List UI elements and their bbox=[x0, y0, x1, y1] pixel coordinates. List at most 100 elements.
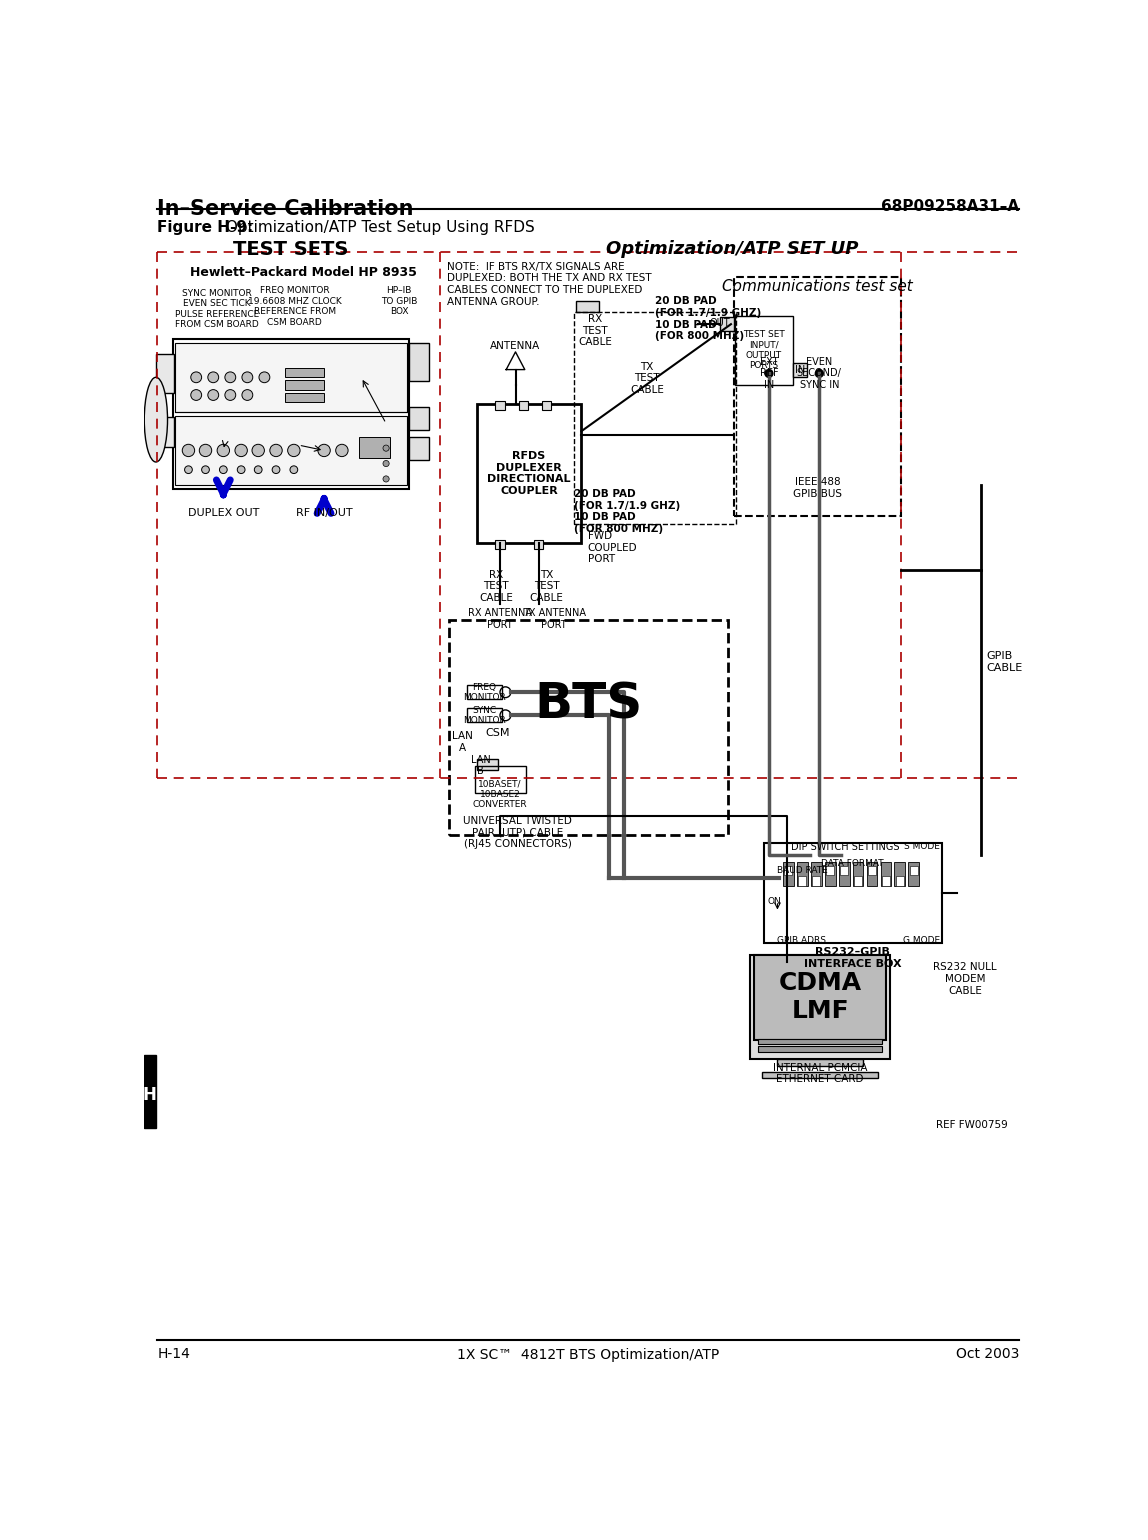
Bar bbox=[793, 363, 807, 377]
Circle shape bbox=[217, 444, 230, 456]
Text: Communications test set: Communications test set bbox=[722, 279, 913, 294]
Text: TEST SETS: TEST SETS bbox=[233, 240, 349, 259]
Circle shape bbox=[290, 465, 297, 473]
Bar bbox=[734, 277, 901, 516]
Text: SYNC MONITOR
EVEN SEC TICK
PULSE REFERENCE
FROM CSM BOARD: SYNC MONITOR EVEN SEC TICK PULSE REFEREN… bbox=[174, 290, 259, 330]
Circle shape bbox=[242, 371, 253, 382]
Text: IEEE 488
GPIB BUS: IEEE 488 GPIB BUS bbox=[793, 477, 843, 499]
Circle shape bbox=[208, 371, 218, 382]
Text: FREQ
MONITOR: FREQ MONITOR bbox=[463, 682, 506, 702]
Circle shape bbox=[815, 368, 824, 377]
Circle shape bbox=[238, 465, 245, 473]
Text: Oct 2003: Oct 2003 bbox=[956, 1348, 1019, 1361]
Text: 10BASET/
10BASE2
CONVERTER: 10BASET/ 10BASE2 CONVERTER bbox=[473, 779, 527, 808]
Bar bbox=[867, 862, 877, 885]
Text: IN: IN bbox=[794, 365, 805, 374]
Text: RS232–GPIB
INTERFACE BOX: RS232–GPIB INTERFACE BOX bbox=[804, 947, 901, 969]
Bar bbox=[495, 539, 505, 548]
Bar bbox=[156, 417, 173, 447]
Bar bbox=[868, 865, 876, 875]
Circle shape bbox=[191, 371, 202, 382]
Circle shape bbox=[183, 444, 195, 456]
Bar bbox=[824, 862, 836, 885]
Text: 68P09258A31–A: 68P09258A31–A bbox=[882, 199, 1019, 214]
Text: RX
TEST
CABLE: RX TEST CABLE bbox=[479, 570, 513, 604]
Text: HP–IB
TO GPIB
BOX: HP–IB TO GPIB BOX bbox=[381, 286, 418, 316]
Circle shape bbox=[272, 465, 280, 473]
Bar bbox=[476, 759, 498, 770]
Text: H-14: H-14 bbox=[157, 1348, 191, 1361]
Circle shape bbox=[225, 390, 235, 400]
Bar bbox=[853, 862, 863, 885]
Text: EXT
REF
IN: EXT REF IN bbox=[760, 356, 778, 390]
Bar bbox=[910, 865, 917, 875]
Text: TEST SET
INPUT/
OUTPUT
PORTS: TEST SET INPUT/ OUTPUT PORTS bbox=[743, 330, 785, 371]
Text: G MODE: G MODE bbox=[903, 935, 940, 944]
Bar bbox=[467, 685, 502, 699]
Text: ANTENNA: ANTENNA bbox=[490, 340, 541, 351]
Bar bbox=[475, 765, 526, 793]
Bar bbox=[813, 876, 820, 885]
Text: BAUD RATE: BAUD RATE bbox=[777, 865, 828, 875]
Text: GPIB ADRS: GPIB ADRS bbox=[777, 935, 827, 944]
Bar bbox=[827, 865, 835, 875]
Text: TX
TEST
CABLE: TX TEST CABLE bbox=[630, 362, 665, 396]
Circle shape bbox=[219, 465, 227, 473]
Bar bbox=[908, 862, 920, 885]
Circle shape bbox=[318, 444, 331, 456]
Bar bbox=[854, 876, 862, 885]
Circle shape bbox=[383, 460, 389, 467]
Text: TX
TEST
CABLE: TX TEST CABLE bbox=[529, 570, 564, 604]
Bar bbox=[810, 862, 822, 885]
Bar bbox=[286, 368, 324, 377]
Bar bbox=[735, 316, 793, 385]
Bar bbox=[542, 400, 551, 410]
Text: INTERNAL PCMCIA
ETHERNET CARD: INTERNAL PCMCIA ETHERNET CARD bbox=[773, 1063, 868, 1084]
Bar bbox=[410, 407, 428, 430]
Text: RX
TEST
CABLE: RX TEST CABLE bbox=[579, 314, 612, 348]
Circle shape bbox=[255, 465, 262, 473]
Bar bbox=[476, 403, 581, 542]
Circle shape bbox=[335, 444, 348, 456]
Bar bbox=[156, 354, 173, 393]
Text: RF IN/OUT: RF IN/OUT bbox=[296, 508, 352, 517]
Bar bbox=[894, 862, 906, 885]
Text: H: H bbox=[142, 1086, 156, 1104]
Bar bbox=[784, 865, 792, 875]
Bar bbox=[798, 876, 806, 885]
Bar bbox=[534, 539, 543, 548]
Bar bbox=[754, 955, 886, 1040]
Bar bbox=[449, 619, 728, 835]
Bar bbox=[777, 1060, 862, 1066]
Text: FREQ MONITOR
19.6608 MHZ CLOCK
REFERENCE FROM
CSM BOARD: FREQ MONITOR 19.6608 MHZ CLOCK REFERENCE… bbox=[248, 286, 341, 326]
Bar bbox=[173, 339, 410, 488]
Circle shape bbox=[288, 444, 300, 456]
Text: Figure H-9:: Figure H-9: bbox=[157, 220, 254, 236]
Bar bbox=[882, 876, 890, 885]
Ellipse shape bbox=[145, 377, 168, 462]
Bar bbox=[763, 844, 941, 942]
Circle shape bbox=[383, 476, 389, 482]
Text: CSM: CSM bbox=[486, 727, 510, 738]
Text: UNIVERSAL TWISTED
PAIR (UTP) CABLE
(RJ45 CONNECTORS): UNIVERSAL TWISTED PAIR (UTP) CABLE (RJ45… bbox=[464, 816, 572, 850]
Bar bbox=[758, 1047, 882, 1052]
Bar bbox=[839, 862, 850, 885]
Text: RS232 NULL
MODEM
CABLE: RS232 NULL MODEM CABLE bbox=[933, 962, 996, 996]
Bar bbox=[286, 380, 324, 390]
Text: LAN
B: LAN B bbox=[471, 755, 490, 776]
Circle shape bbox=[208, 390, 218, 400]
Text: REF FW00759: REF FW00759 bbox=[936, 1121, 1008, 1130]
Bar bbox=[881, 862, 891, 885]
Circle shape bbox=[225, 371, 235, 382]
Bar bbox=[840, 865, 848, 875]
Bar bbox=[176, 342, 408, 411]
Text: NOTE:  IF BTS RX/TX SIGNALS ARE
DUPLEXED: BOTH THE TX AND RX TEST
CABLES CONNECT: NOTE: IF BTS RX/TX SIGNALS ARE DUPLEXED:… bbox=[448, 262, 652, 306]
Bar bbox=[176, 416, 408, 485]
Text: S MODE: S MODE bbox=[905, 841, 940, 850]
Circle shape bbox=[202, 465, 209, 473]
Text: ON: ON bbox=[767, 896, 781, 906]
Bar bbox=[519, 400, 528, 410]
Text: CDMA
LMF: CDMA LMF bbox=[778, 972, 862, 1023]
Circle shape bbox=[191, 390, 202, 400]
Circle shape bbox=[259, 371, 270, 382]
